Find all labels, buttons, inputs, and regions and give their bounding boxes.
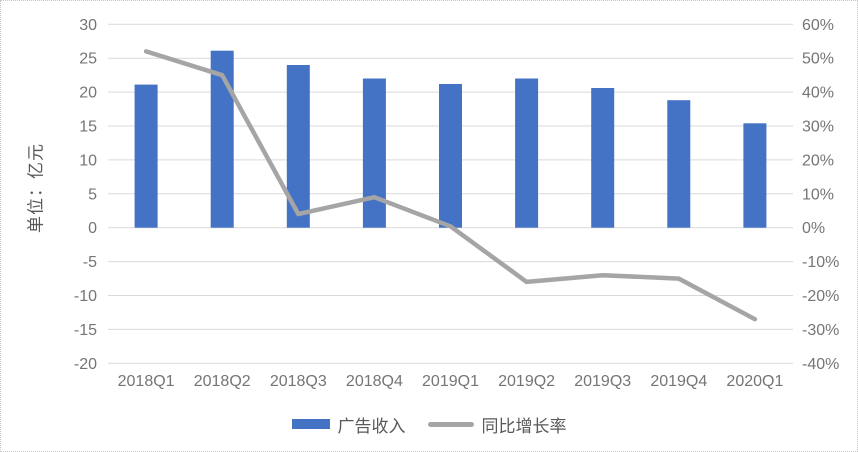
category-label-2019Q1: 2019Q1 — [422, 373, 479, 390]
revenue-bar-2020Q1 — [743, 123, 767, 228]
line-series-swatch — [427, 421, 474, 427]
revenue-bar-2019Q1 — [439, 84, 462, 228]
left-axis-tick: -5 — [83, 254, 97, 271]
right-axis-tick: 50% — [802, 51, 834, 68]
left-axis-tick: 20 — [79, 85, 97, 102]
right-axis-tick: -40% — [802, 356, 839, 373]
legend-item-growth-rate: 同比增长率 — [427, 412, 567, 437]
category-label-2018Q2: 2018Q2 — [194, 373, 251, 390]
category-label-2019Q2: 2019Q2 — [498, 373, 555, 390]
category-label-2020Q1: 2020Q1 — [726, 373, 783, 390]
revenue-bar-2019Q3 — [591, 88, 615, 228]
left-axis-tick: 5 — [88, 186, 97, 203]
right-axis-tick: 40% — [802, 85, 834, 102]
category-label-2018Q1: 2018Q1 — [118, 373, 175, 390]
left-axis-tick: -20 — [74, 356, 97, 373]
bar-series-swatch — [291, 419, 330, 429]
left-axis-tick: 30 — [79, 17, 97, 34]
category-label-2018Q4: 2018Q4 — [346, 373, 403, 390]
category-label-2019Q4: 2019Q4 — [650, 373, 707, 390]
right-axis-tick: 10% — [802, 186, 834, 203]
left-axis-tick: 25 — [79, 51, 97, 68]
left-axis-tick: 15 — [79, 119, 97, 136]
right-axis-tick: 0% — [802, 220, 825, 237]
right-axis-tick: 20% — [802, 152, 834, 169]
legend-label-ad-revenue: 广告收入 — [337, 416, 406, 436]
revenue-bar-2018Q4 — [362, 78, 386, 228]
legend-item-ad-revenue: 广告收入 — [291, 412, 406, 437]
legend: 广告收入 同比增长率 — [1, 409, 857, 439]
right-axis-tick: -10% — [802, 254, 839, 271]
revenue-bar-2018Q1 — [134, 84, 158, 228]
legend-label-growth-rate: 同比增长率 — [481, 416, 567, 436]
left-axis-tick: 0 — [88, 220, 97, 237]
right-axis-tick: 60% — [802, 17, 834, 34]
right-axis-tick: 30% — [802, 119, 834, 136]
revenue-bar-2019Q2 — [515, 78, 539, 228]
left-axis-tick: -10 — [74, 288, 97, 305]
growth-rate-line — [143, 49, 758, 322]
revenue-bar-2019Q4 — [667, 100, 691, 228]
revenue-bar-2018Q3 — [286, 65, 310, 228]
left-axis-tick: 10 — [79, 152, 97, 169]
left-axis-tick: -15 — [74, 322, 97, 339]
right-axis-tick: -20% — [802, 288, 839, 305]
revenue-bar-2018Q2 — [210, 50, 234, 228]
category-label-2018Q3: 2018Q3 — [270, 373, 327, 390]
right-axis-tick: -30% — [802, 322, 839, 339]
category-label-2019Q3: 2019Q3 — [574, 373, 631, 390]
